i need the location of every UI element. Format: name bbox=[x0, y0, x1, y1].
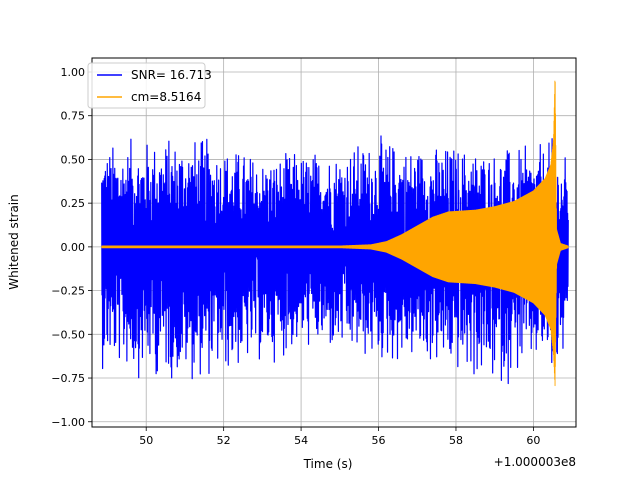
y-tick-label: −1.00 bbox=[51, 416, 85, 429]
y-tick-label: 0.25 bbox=[61, 197, 86, 210]
y-tick-label: −0.75 bbox=[51, 372, 85, 385]
x-tick-label: 54 bbox=[294, 434, 308, 447]
y-tick-label: 0.75 bbox=[61, 110, 86, 123]
y-axis-label: Whitened strain bbox=[7, 194, 21, 290]
y-tick-label: 0.00 bbox=[61, 241, 86, 254]
y-tick-label: −0.25 bbox=[51, 285, 85, 298]
legend-label-cm: cm=8.5164 bbox=[131, 90, 201, 104]
tick-layer: 50 52 54 56 58 60 −1.00 −0.75 −0.50 −0.25 0.00 0.25… bbox=[51, 66, 540, 447]
x-offset-label: +1.000003e8 bbox=[494, 455, 576, 469]
x-tick-label: 50 bbox=[139, 434, 153, 447]
x-tick-label: 60 bbox=[526, 434, 540, 447]
y-tick-label: −0.50 bbox=[51, 328, 85, 341]
x-tick-label: 52 bbox=[217, 434, 231, 447]
x-tick-label: 56 bbox=[372, 434, 386, 447]
series-layer bbox=[101, 80, 569, 387]
legend-label-snr: SNR= 16.713 bbox=[131, 68, 212, 82]
x-tick-label: 58 bbox=[449, 434, 463, 447]
y-tick-label: 1.00 bbox=[61, 66, 86, 79]
y-tick-label: 0.50 bbox=[61, 153, 86, 166]
x-axis-label: Time (s) bbox=[303, 457, 353, 471]
legend: SNR= 16.713 cm=8.5164 bbox=[87, 62, 212, 109]
axes-frame bbox=[91, 57, 577, 428]
series-line-1 bbox=[101, 80, 569, 387]
